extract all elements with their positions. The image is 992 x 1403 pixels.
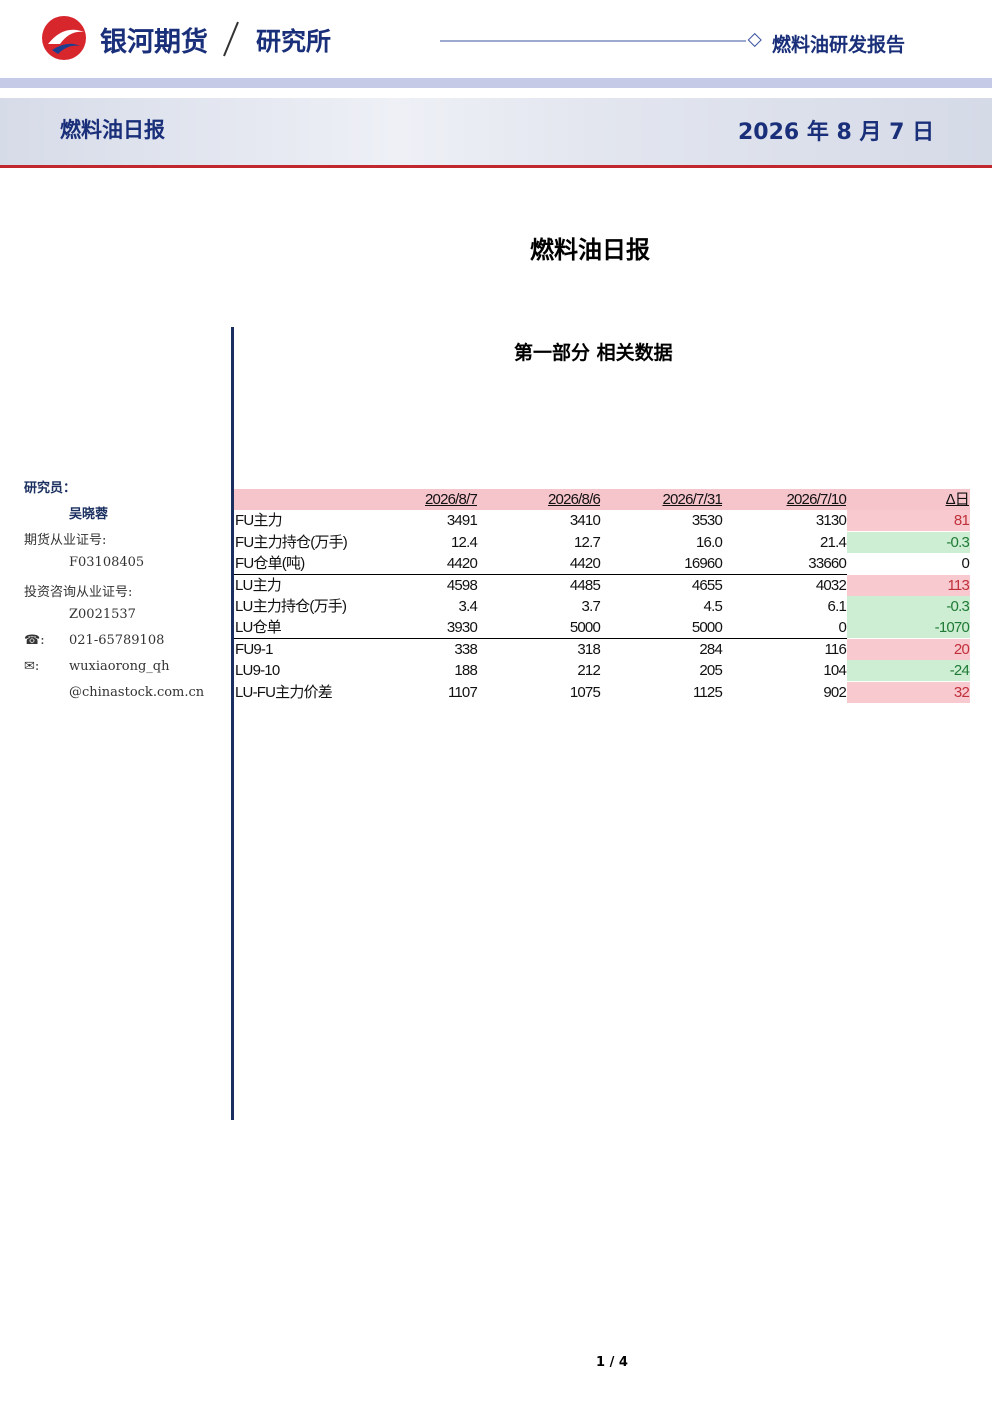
license: Z0021537 <box>69 607 136 622</box>
row-label: FU主力持仓(万手) <box>235 533 348 551</box>
table-cell: 188 <box>454 662 477 680</box>
department: 研究所 <box>256 27 332 56</box>
license-label: 期货从业证号: <box>24 533 107 548</box>
table-cell: 4655 <box>691 576 723 594</box>
table-cell: 4.5 <box>703 598 723 615</box>
table-cell: 3530 <box>691 512 723 530</box>
row-label: FU9-1 <box>235 640 273 658</box>
table-cell: 16960 <box>684 555 723 573</box>
sidebar-rule <box>231 327 234 1120</box>
table-cell: 1075 <box>569 683 601 701</box>
header-row <box>234 489 970 510</box>
table-cell: -1070 <box>934 619 970 637</box>
table-cell: 902 <box>823 683 846 701</box>
report-type: 燃料油研发报告 <box>772 34 906 56</box>
license: F03108405 <box>69 555 145 570</box>
table-cell: 113 <box>947 576 969 594</box>
change-cell <box>847 510 970 532</box>
email-icon: ✉: <box>24 659 40 674</box>
row-label: FU主力 <box>235 512 283 530</box>
change-cell <box>847 681 970 703</box>
table-cell: 4598 <box>446 576 478 594</box>
table-cell: 0 <box>838 619 846 637</box>
table-cell: 212 <box>577 662 600 680</box>
table-cell: 12.4 <box>451 533 478 551</box>
brand: 银河期货 <box>100 27 208 58</box>
table-cell: 116 <box>824 640 846 658</box>
table-cell: 284 <box>699 640 722 658</box>
table-cell: 21.4 <box>820 533 847 551</box>
row-label: LU-FU主力价差 <box>235 683 333 701</box>
table-cell: -0.3 <box>946 598 969 615</box>
table-cell: 4032 <box>815 576 847 594</box>
table-cell: 0 <box>961 555 969 573</box>
document-title: 燃料油日报 <box>530 236 650 264</box>
table-cell: 3130 <box>815 512 847 530</box>
column-header: 2026/8/6 <box>548 491 601 508</box>
row-label: FU仓单(吨) <box>235 555 305 573</box>
change-cell <box>847 596 970 617</box>
phone: 021-65789108 <box>69 633 165 648</box>
table-cell: 104 <box>823 662 846 680</box>
divider <box>223 21 239 57</box>
group-rule <box>234 574 847 576</box>
table-cell: -0.3 <box>946 533 969 551</box>
row-label: LU仓单 <box>235 619 282 637</box>
table-cell: -24 <box>949 662 970 680</box>
license-label: 投资咨询从业证号: <box>24 585 133 600</box>
change-cell <box>847 574 970 596</box>
column-header: 2026/7/31 <box>662 491 722 508</box>
table-cell: 33660 <box>808 555 847 573</box>
banner <box>0 98 992 165</box>
table-cell: 6.1 <box>827 598 847 615</box>
table-cell: 4420 <box>446 555 478 573</box>
email: @chinastock.com.cn <box>69 685 205 700</box>
table-cell: 5000 <box>569 619 601 637</box>
table-cell: 205 <box>699 662 722 680</box>
row-label: LU主力持仓(万手) <box>235 598 347 615</box>
table-cell: 4420 <box>569 555 601 573</box>
table-cell: 3.7 <box>581 598 601 615</box>
table-cell: 32 <box>953 683 970 701</box>
row-label: LU主力 <box>235 576 282 594</box>
table-cell: 1107 <box>447 683 478 701</box>
table-cell: 12.7 <box>574 533 601 551</box>
column-header: 2026/7/10 <box>786 491 846 508</box>
banner-rule <box>0 165 992 168</box>
phone-icon: ☎: <box>24 633 45 648</box>
section-title: 第一部分 相关数据 <box>514 342 673 364</box>
table-cell: 20 <box>953 640 970 658</box>
column-header: Δ日 <box>945 491 970 508</box>
email: wuxiaorong_qh <box>69 659 170 674</box>
table-cell: 338 <box>454 640 477 658</box>
change-cell <box>847 531 970 553</box>
researcher-label: 研究员： <box>24 481 77 496</box>
table-cell: 3410 <box>569 512 601 530</box>
column-header: 2026/8/7 <box>425 491 478 508</box>
table-cell: 318 <box>577 640 600 658</box>
table-cell: 3.4 <box>458 598 478 615</box>
banner-title: 燃料油日报 <box>60 118 165 142</box>
header-bar <box>0 78 992 88</box>
table-cell: 4485 <box>569 576 601 594</box>
change-cell <box>847 660 970 682</box>
banner-date: 2026 年 8 月 7 日 <box>738 120 935 145</box>
change-cell <box>847 638 970 660</box>
table-cell: 3491 <box>446 512 478 530</box>
table-cell: 16.0 <box>696 533 723 551</box>
change-cell <box>847 617 970 639</box>
table-cell: 5000 <box>691 619 723 637</box>
table-cell: 81 <box>953 512 970 530</box>
logo <box>42 16 86 60</box>
table-cell: 1125 <box>692 683 723 701</box>
group-rule <box>234 638 847 640</box>
header-line <box>440 32 762 48</box>
table-cell: 3930 <box>446 619 478 637</box>
row-label: LU9-10 <box>235 662 280 680</box>
researcher: 吴晓蓉 <box>69 507 109 522</box>
page-number: 1 / 4 <box>596 1355 628 1370</box>
